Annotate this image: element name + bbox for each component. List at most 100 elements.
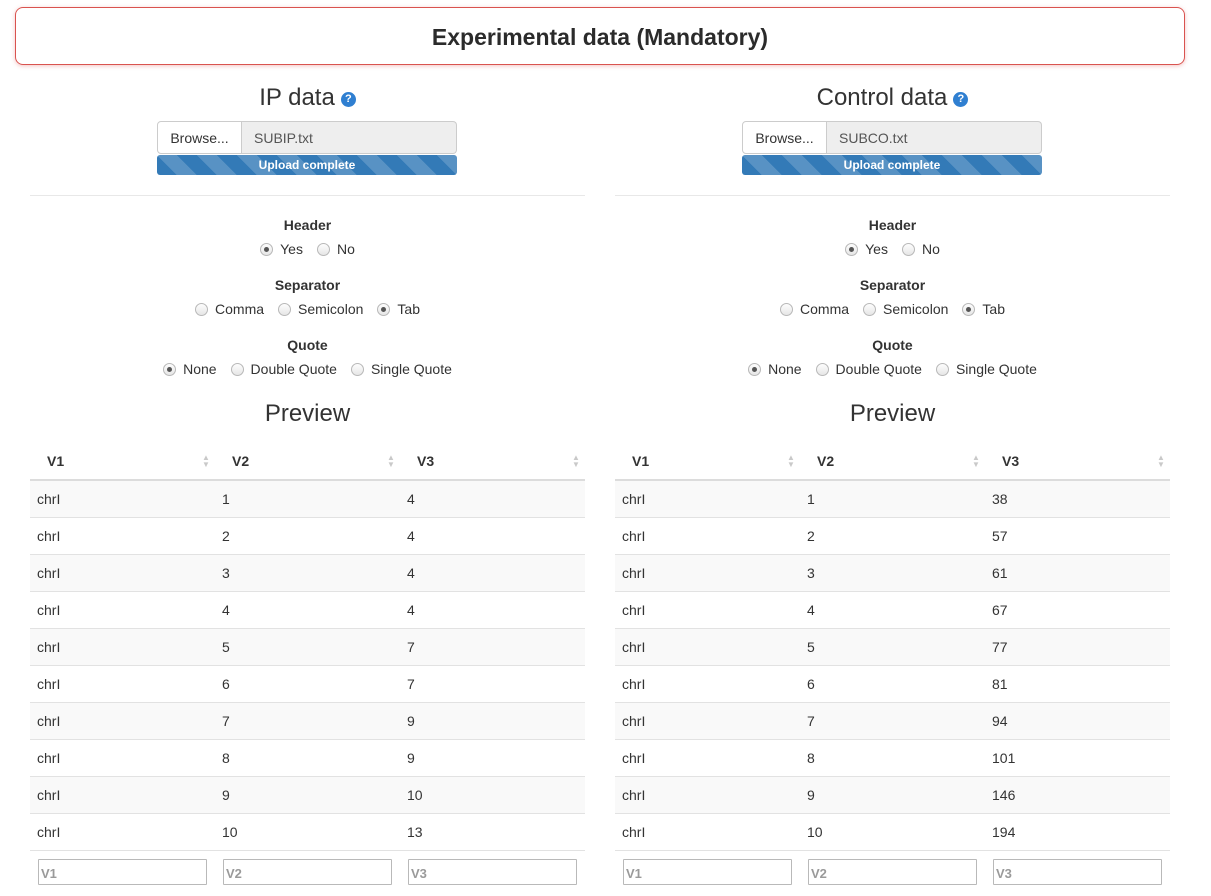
separator-option-semicolon[interactable]: Semicolon bbox=[278, 301, 363, 317]
table-cell: chrI bbox=[37, 676, 61, 692]
quote-option-label: Double Quote bbox=[250, 361, 337, 377]
separator-option-tab[interactable]: Tab bbox=[377, 301, 420, 317]
header-option-no[interactable]: No bbox=[901, 241, 940, 257]
file-input: Browse... SUBCO.txt bbox=[742, 121, 1042, 154]
browse-button[interactable]: Browse... bbox=[742, 121, 827, 154]
quote-option-label: Double Quote bbox=[835, 361, 922, 377]
separator-option-comma[interactable]: Comma bbox=[195, 301, 264, 317]
table-body: chrI 1 4 chrI 2 4 chrI 3 4 chrI 4 4 chrI 5 7 chrI 6 7 chrI… bbox=[30, 481, 585, 851]
table-cell: 4 bbox=[807, 602, 815, 618]
header-radio-no[interactable] bbox=[901, 242, 915, 256]
sort-icon[interactable]: ▲ ▼ bbox=[202, 453, 210, 469]
separator-radio-semicolon[interactable] bbox=[278, 302, 292, 316]
quote-radio-group: None Double Quote Single Quote bbox=[615, 361, 1170, 377]
sort-icon[interactable]: ▲ ▼ bbox=[387, 453, 395, 469]
quote-radio-none[interactable] bbox=[748, 362, 762, 376]
header-radio-yes[interactable] bbox=[845, 242, 859, 256]
table-cell: 7 bbox=[807, 713, 815, 729]
quote-option-double-quote[interactable]: Double Quote bbox=[815, 361, 922, 377]
separator-radio-tab[interactable] bbox=[962, 302, 976, 316]
sort-icon[interactable]: ▲ ▼ bbox=[787, 453, 795, 469]
column-header-v1[interactable]: V1 ▲ ▼ bbox=[30, 441, 215, 479]
table-cell: 6 bbox=[222, 676, 230, 692]
header-radio-no[interactable] bbox=[316, 242, 330, 256]
table-cell: 38 bbox=[992, 491, 1008, 507]
table-cell: 3 bbox=[807, 565, 815, 581]
table-cell: 194 bbox=[992, 824, 1016, 840]
header-option-label: No bbox=[336, 241, 355, 257]
separator-option-comma[interactable]: Comma bbox=[780, 301, 849, 317]
header-radio-group: Yes No bbox=[30, 241, 585, 257]
browse-button[interactable]: Browse... bbox=[157, 121, 242, 154]
quote-option-none[interactable]: None bbox=[163, 361, 217, 377]
table-cell: 5 bbox=[807, 639, 815, 655]
table-row: chrI 6 7 bbox=[30, 666, 585, 703]
experimental-data-banner: Experimental data (Mandatory) bbox=[15, 7, 1185, 65]
table-cell: chrI bbox=[622, 824, 646, 840]
table-row: chrI 10 13 bbox=[30, 814, 585, 851]
table-header: V1 ▲ ▼ V2 ▲ ▼ V3 ▲ ▼ bbox=[30, 441, 585, 481]
header-option-yes[interactable]: Yes bbox=[260, 241, 303, 257]
separator-option-semicolon[interactable]: Semicolon bbox=[863, 301, 948, 317]
separator-radio-comma[interactable] bbox=[195, 302, 209, 316]
column-filter-input-v1[interactable] bbox=[623, 859, 792, 885]
help-icon[interactable]: ? bbox=[340, 92, 356, 107]
separator-radio-comma[interactable] bbox=[780, 302, 794, 316]
column-header-v3[interactable]: V3 ▲ ▼ bbox=[400, 441, 585, 479]
table-cell: 4 bbox=[222, 602, 230, 618]
divider bbox=[615, 195, 1170, 196]
table-cell: 9 bbox=[807, 787, 815, 803]
header-label: Header bbox=[868, 217, 917, 233]
separator-label: Separator bbox=[274, 277, 341, 293]
table-cell: chrI bbox=[622, 528, 646, 544]
table-row: chrI 3 61 bbox=[615, 555, 1170, 592]
quote-radio-double-quote[interactable] bbox=[815, 362, 829, 376]
upload-progress-bar: Upload complete bbox=[742, 155, 1042, 175]
column-filter-input-v2[interactable] bbox=[223, 859, 392, 885]
quote-option-single-quote[interactable]: Single Quote bbox=[350, 361, 452, 377]
header-option-no[interactable]: No bbox=[316, 241, 355, 257]
column-filter-input-v3[interactable] bbox=[408, 859, 577, 885]
sort-icon[interactable]: ▲ ▼ bbox=[1157, 453, 1165, 469]
header-option-yes[interactable]: Yes bbox=[845, 241, 888, 257]
quote-radio-single-quote[interactable] bbox=[350, 362, 364, 376]
column-header-v3[interactable]: V3 ▲ ▼ bbox=[985, 441, 1170, 479]
table-row: chrI 1 38 bbox=[615, 481, 1170, 518]
column-header-label: V3 bbox=[417, 453, 435, 469]
help-icon[interactable]: ? bbox=[953, 92, 969, 107]
table-cell: 5 bbox=[222, 639, 230, 655]
column-filter-input-v2[interactable] bbox=[808, 859, 977, 885]
quote-option-single-quote[interactable]: Single Quote bbox=[935, 361, 1037, 377]
table-cell: 61 bbox=[992, 565, 1008, 581]
quote-radio-none[interactable] bbox=[163, 362, 177, 376]
table-row: chrI 7 9 bbox=[30, 703, 585, 740]
column-header-v2[interactable]: V2 ▲ ▼ bbox=[800, 441, 985, 479]
separator-option-tab[interactable]: Tab bbox=[962, 301, 1005, 317]
separator-option-label: Tab bbox=[982, 301, 1005, 317]
sort-icon[interactable]: ▲ ▼ bbox=[972, 453, 980, 469]
quote-option-none[interactable]: None bbox=[748, 361, 802, 377]
column-header-v1[interactable]: V1 ▲ ▼ bbox=[615, 441, 800, 479]
column-header-label: V2 bbox=[232, 453, 250, 469]
filter-cell bbox=[800, 859, 985, 891]
column-filter-input-v3[interactable] bbox=[993, 859, 1162, 885]
table-body: chrI 1 38 chrI 2 57 chrI 3 61 chrI 4 67 chrI 5 77 chrI 6… bbox=[615, 481, 1170, 851]
separator-radio-tab[interactable] bbox=[377, 302, 391, 316]
quote-radio-double-quote[interactable] bbox=[230, 362, 244, 376]
sort-icon[interactable]: ▲ ▼ bbox=[572, 453, 580, 469]
column-header-v2[interactable]: V2 ▲ ▼ bbox=[215, 441, 400, 479]
quote-option-double-quote[interactable]: Double Quote bbox=[230, 361, 337, 377]
separator-option-label: Tab bbox=[397, 301, 420, 317]
file-name-field[interactable]: SUBCO.txt bbox=[827, 121, 1042, 154]
separator-radio-semicolon[interactable] bbox=[863, 302, 877, 316]
table-row: chrI 4 4 bbox=[30, 592, 585, 629]
column-filter-input-v1[interactable] bbox=[38, 859, 207, 885]
table-row: chrI 5 7 bbox=[30, 629, 585, 666]
header-radio-yes[interactable] bbox=[260, 242, 274, 256]
table-header: V1 ▲ ▼ V2 ▲ ▼ V3 ▲ ▼ bbox=[615, 441, 1170, 481]
table-cell: 6 bbox=[807, 676, 815, 692]
quote-radio-single-quote[interactable] bbox=[935, 362, 949, 376]
filter-cell bbox=[615, 859, 800, 891]
table-row: chrI 10 194 bbox=[615, 814, 1170, 851]
file-name-field[interactable]: SUBIP.txt bbox=[242, 121, 457, 154]
